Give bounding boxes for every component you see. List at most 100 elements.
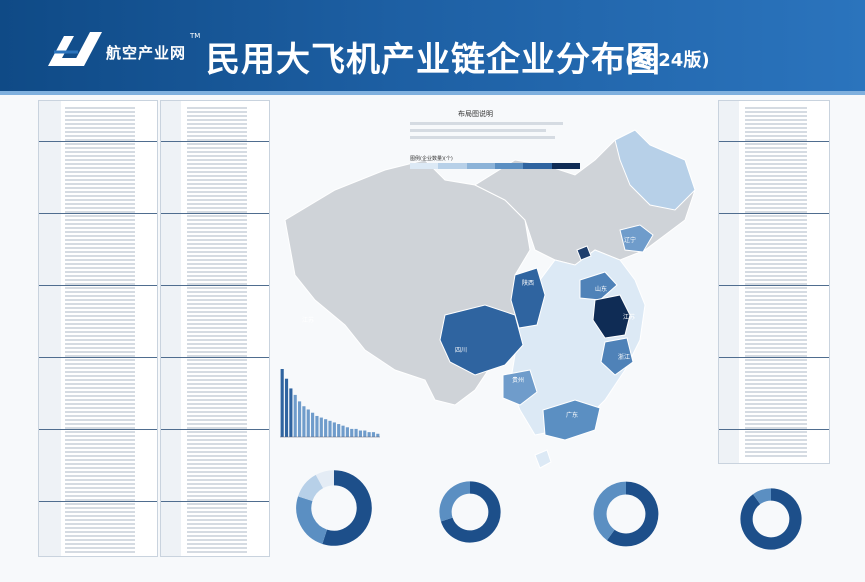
- list-row: [187, 215, 247, 217]
- list-row: [187, 507, 247, 509]
- bar: [345, 427, 349, 437]
- list-row: [65, 387, 135, 389]
- list-row: [745, 143, 807, 145]
- list-row: [65, 515, 135, 517]
- list-row: [65, 243, 135, 245]
- section-divider: [161, 501, 269, 502]
- list-row: [65, 483, 135, 485]
- list-row: [187, 239, 247, 241]
- brand-name: 航空产业网: [106, 44, 187, 62]
- list-row: [65, 271, 135, 273]
- section-divider: [719, 285, 829, 286]
- list-row: [65, 175, 135, 177]
- list-row: [187, 267, 247, 269]
- list-row: [187, 515, 247, 517]
- list-row: [187, 223, 247, 225]
- list-row: [745, 443, 807, 445]
- bar: [341, 425, 345, 437]
- list-row: [65, 443, 135, 445]
- legend-description: [410, 122, 580, 143]
- list-row: [187, 235, 247, 237]
- list-row: [745, 455, 807, 457]
- list-row: [187, 455, 247, 457]
- list-row: [187, 415, 247, 417]
- donut-3: [593, 481, 659, 547]
- bar: [319, 417, 323, 437]
- list-row: [65, 307, 135, 309]
- list-row: [65, 187, 135, 189]
- list-row: [745, 179, 807, 181]
- list-row: [65, 291, 135, 293]
- legend-swatch: [438, 163, 467, 169]
- list-row: [187, 391, 247, 393]
- list-row: [187, 495, 247, 497]
- list-row: [65, 539, 135, 541]
- donut-segment: [440, 481, 501, 543]
- list-row: [187, 139, 247, 141]
- list-row: [745, 259, 807, 261]
- list-row: [187, 347, 247, 349]
- list-row: [65, 391, 135, 393]
- list-row: [65, 427, 135, 429]
- list-row: [187, 535, 247, 537]
- list-row: [187, 367, 247, 369]
- list-row: [187, 287, 247, 289]
- province-heilongjiang: [614, 129, 696, 211]
- label-province-2: 陕西: [522, 280, 535, 287]
- bar: [293, 394, 297, 437]
- bar: [297, 401, 302, 437]
- list-row: [187, 243, 247, 245]
- list-row: [65, 151, 135, 153]
- list-row: [65, 167, 135, 169]
- list-row: [65, 255, 135, 257]
- province-shandong: [579, 271, 618, 301]
- legend-swatch: [551, 163, 580, 169]
- list-row: [187, 363, 247, 365]
- label-province-8: 贵州: [512, 377, 525, 384]
- bar: [332, 422, 336, 437]
- list-row: [745, 419, 807, 421]
- donut-4: [740, 488, 802, 550]
- list-row: [187, 479, 247, 481]
- list-row: [187, 275, 247, 277]
- list-row: [65, 135, 135, 137]
- list-row: [187, 395, 247, 397]
- list-row: [65, 395, 135, 397]
- list-row: [65, 471, 135, 473]
- list-row: [187, 371, 247, 373]
- list-row: [187, 147, 247, 149]
- list-row: [745, 315, 807, 317]
- list-row: [187, 383, 247, 385]
- donut-segment: [740, 488, 802, 550]
- list-row: [187, 351, 247, 353]
- list-row: [745, 111, 807, 113]
- list-row: [65, 231, 135, 233]
- list-row: [65, 223, 135, 225]
- list-row: [65, 171, 135, 173]
- list-row: [745, 395, 807, 397]
- list-row: [65, 247, 135, 249]
- list-row: [187, 195, 247, 197]
- bar: [289, 388, 293, 437]
- list-row: [187, 319, 247, 321]
- list-row: [187, 551, 247, 553]
- list-row: [745, 307, 807, 309]
- list-row: [187, 387, 247, 389]
- list-row: [187, 399, 247, 401]
- section-divider: [161, 213, 269, 214]
- list-row: [65, 363, 135, 365]
- list-row: [65, 399, 135, 401]
- donut-segment: [296, 496, 328, 544]
- list-row: [65, 127, 135, 129]
- list-row: [745, 447, 807, 449]
- list-row: [187, 475, 247, 477]
- list-row: [187, 539, 247, 541]
- list-row: [187, 163, 247, 165]
- donut-segment: [606, 481, 659, 547]
- list-row: [745, 267, 807, 269]
- logo: [44, 26, 214, 70]
- list-row: [187, 331, 247, 333]
- list-row: [745, 387, 807, 389]
- list-row: [187, 279, 247, 281]
